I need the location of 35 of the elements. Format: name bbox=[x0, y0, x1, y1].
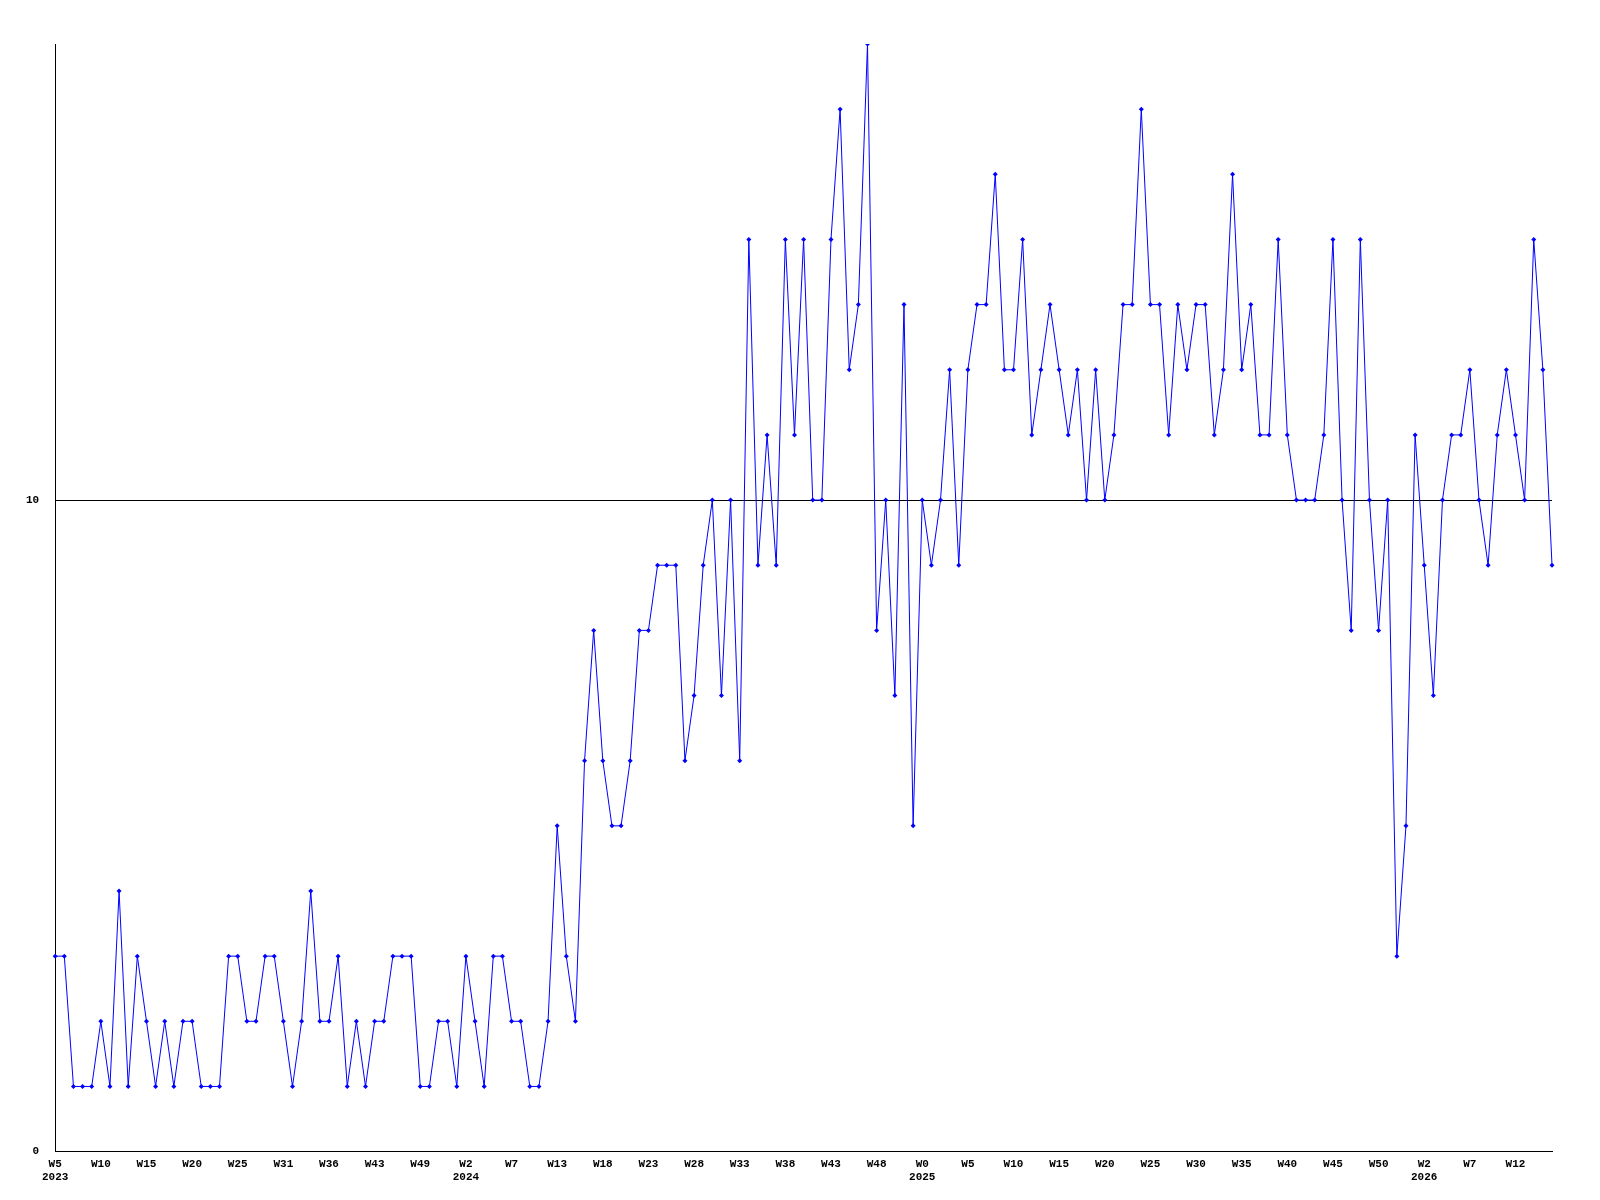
x-tick-label: W18 bbox=[592, 1157, 614, 1170]
x-tick-label: W43 bbox=[821, 1157, 842, 1170]
x-tick-label: W31 bbox=[273, 1157, 294, 1170]
x-tick-label: W10 bbox=[90, 1157, 111, 1170]
x-tick-label: W20 bbox=[182, 1157, 203, 1170]
x-tick-label: W33 bbox=[729, 1157, 751, 1170]
x-tick-label: W2 2024 bbox=[452, 1157, 480, 1184]
x-tick-label: W38 bbox=[775, 1157, 796, 1170]
x-tick-label: W49 bbox=[410, 1157, 431, 1170]
x-tick-label: W0 2025 bbox=[909, 1157, 936, 1184]
x-tick-label: W25 bbox=[1140, 1157, 1161, 1170]
x-tick-label: W28 bbox=[684, 1157, 705, 1170]
x-tick-label: W25 bbox=[227, 1157, 249, 1170]
x-tick-label: W50 bbox=[1368, 1157, 1389, 1170]
x-tick-label: W5 bbox=[961, 1157, 975, 1170]
x-tick-label: W43 bbox=[364, 1157, 385, 1170]
x-tick-label: W15 bbox=[136, 1157, 157, 1170]
x-tick-label: W12 bbox=[1505, 1157, 1526, 1170]
x-tick-label: W10 bbox=[1003, 1157, 1024, 1170]
x-tick-label: W45 bbox=[1323, 1157, 1344, 1170]
y-tick-label: 0 bbox=[32, 1145, 40, 1158]
x-tick-label: W40 bbox=[1277, 1157, 1298, 1170]
x-tick-label: W20 bbox=[1094, 1157, 1115, 1170]
x-tick-label: W30 bbox=[1186, 1157, 1206, 1170]
x-tick-label: W35 bbox=[1231, 1157, 1252, 1170]
x-tick-label: W7 bbox=[1463, 1157, 1477, 1170]
x-tick-label: W13 bbox=[547, 1157, 568, 1170]
x-tick-label: W23 bbox=[638, 1157, 659, 1170]
x-tick-label: W5 2023 bbox=[42, 1157, 69, 1184]
x-tick-label: W2 2026 bbox=[1411, 1157, 1438, 1184]
x-tick-label: W7 bbox=[504, 1157, 519, 1170]
x-tick-label: W15 bbox=[1049, 1157, 1070, 1170]
y-tick-label: 10 bbox=[26, 493, 40, 506]
x-tick-label: W36 bbox=[319, 1157, 339, 1170]
x-tick-label: W48 bbox=[866, 1157, 887, 1170]
